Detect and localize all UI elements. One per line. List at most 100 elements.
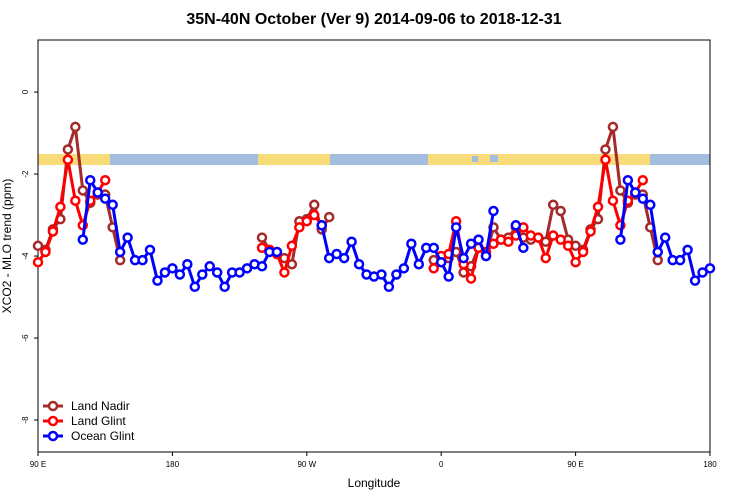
data-point (85, 174, 96, 186)
legend-label: Ocean Glint (71, 429, 135, 443)
data-point (555, 234, 566, 245)
data-point (70, 121, 81, 133)
data-point (562, 240, 574, 252)
data-point (652, 254, 663, 266)
ocean-band (472, 156, 478, 162)
data-point (600, 154, 611, 165)
data-point (167, 263, 178, 274)
data-point (465, 238, 477, 249)
y-tick-label: -6 (21, 334, 30, 342)
data-point (286, 240, 298, 252)
data-point (137, 254, 148, 266)
x-tick-label: 90 E (30, 460, 46, 469)
data-point (391, 269, 402, 280)
data-point (77, 185, 89, 196)
data-point (204, 261, 215, 272)
data-point (323, 211, 335, 223)
y-tick-label: -4 (21, 252, 30, 260)
data-point (473, 234, 484, 245)
data-point (376, 269, 387, 280)
data-point (241, 263, 253, 274)
data-point (294, 222, 305, 233)
data-point (338, 252, 350, 264)
data-point (652, 246, 663, 258)
data-point (62, 144, 74, 155)
data-point (630, 187, 641, 198)
data-point (234, 267, 245, 278)
data-point (547, 230, 559, 241)
legend-marker (47, 415, 59, 427)
data-point (428, 263, 439, 274)
data-point (533, 232, 544, 243)
data-point (55, 201, 66, 213)
data-point (174, 269, 186, 280)
data-point (99, 193, 111, 204)
data-point (114, 246, 126, 258)
data-point (77, 234, 89, 245)
data-point (555, 205, 566, 217)
data-point (465, 273, 477, 284)
land-mask-band (38, 154, 710, 165)
x-tick-label: 90 W (297, 460, 316, 469)
ocean-band (490, 155, 498, 162)
x-tick-label: 180 (703, 460, 717, 469)
y-axis-label: XCO2 - MLO trend (ppm) (0, 179, 14, 314)
chart-title: 35N-40N October (Ver 9) 2014-09-06 to 20… (186, 11, 561, 28)
data-point (323, 252, 335, 264)
data-point (346, 236, 357, 247)
legend-marker (47, 400, 59, 412)
data-point (428, 242, 439, 254)
y-tick-label: -2 (21, 170, 30, 178)
data-point (645, 199, 656, 211)
data-point (353, 258, 365, 270)
data-point (510, 220, 522, 231)
data-point (47, 226, 59, 237)
data-point (443, 271, 454, 282)
data-point (309, 199, 320, 211)
data-point (704, 263, 716, 274)
data-point (398, 263, 410, 274)
data-point (607, 121, 619, 133)
data-point (219, 281, 230, 293)
data-point (615, 234, 626, 245)
data-point (697, 267, 708, 278)
data-point (301, 215, 313, 227)
data-point (570, 256, 581, 268)
data-point (689, 275, 701, 286)
y-tick-label: 0 (21, 89, 30, 94)
data-point (659, 232, 671, 243)
data-point (286, 258, 298, 270)
data-point (316, 220, 327, 231)
data-point (144, 244, 156, 256)
land-band (575, 154, 650, 165)
data-point (607, 195, 619, 206)
data-point (503, 236, 514, 247)
data-point (480, 250, 492, 262)
data-point (114, 254, 126, 266)
data-point (488, 205, 499, 217)
data-point (279, 267, 290, 278)
data-point (637, 193, 649, 204)
data-point (615, 185, 626, 196)
data-point (197, 269, 208, 280)
data-point (256, 261, 268, 272)
data-point (383, 281, 395, 293)
data-point (331, 248, 342, 260)
data-point (592, 201, 604, 213)
data-point (547, 199, 559, 211)
data-point (70, 195, 81, 206)
data-point (309, 209, 320, 221)
y-tick-label: -8 (21, 416, 30, 424)
data-point (458, 252, 469, 264)
data-point (518, 242, 529, 254)
data-point (406, 238, 417, 249)
data-point (413, 258, 425, 270)
data-point (122, 232, 133, 243)
data-point (182, 258, 193, 270)
data-point (189, 281, 201, 293)
data-point (40, 246, 51, 258)
data-point (256, 232, 268, 243)
data-point (674, 254, 686, 266)
ocean-band (38, 154, 710, 165)
